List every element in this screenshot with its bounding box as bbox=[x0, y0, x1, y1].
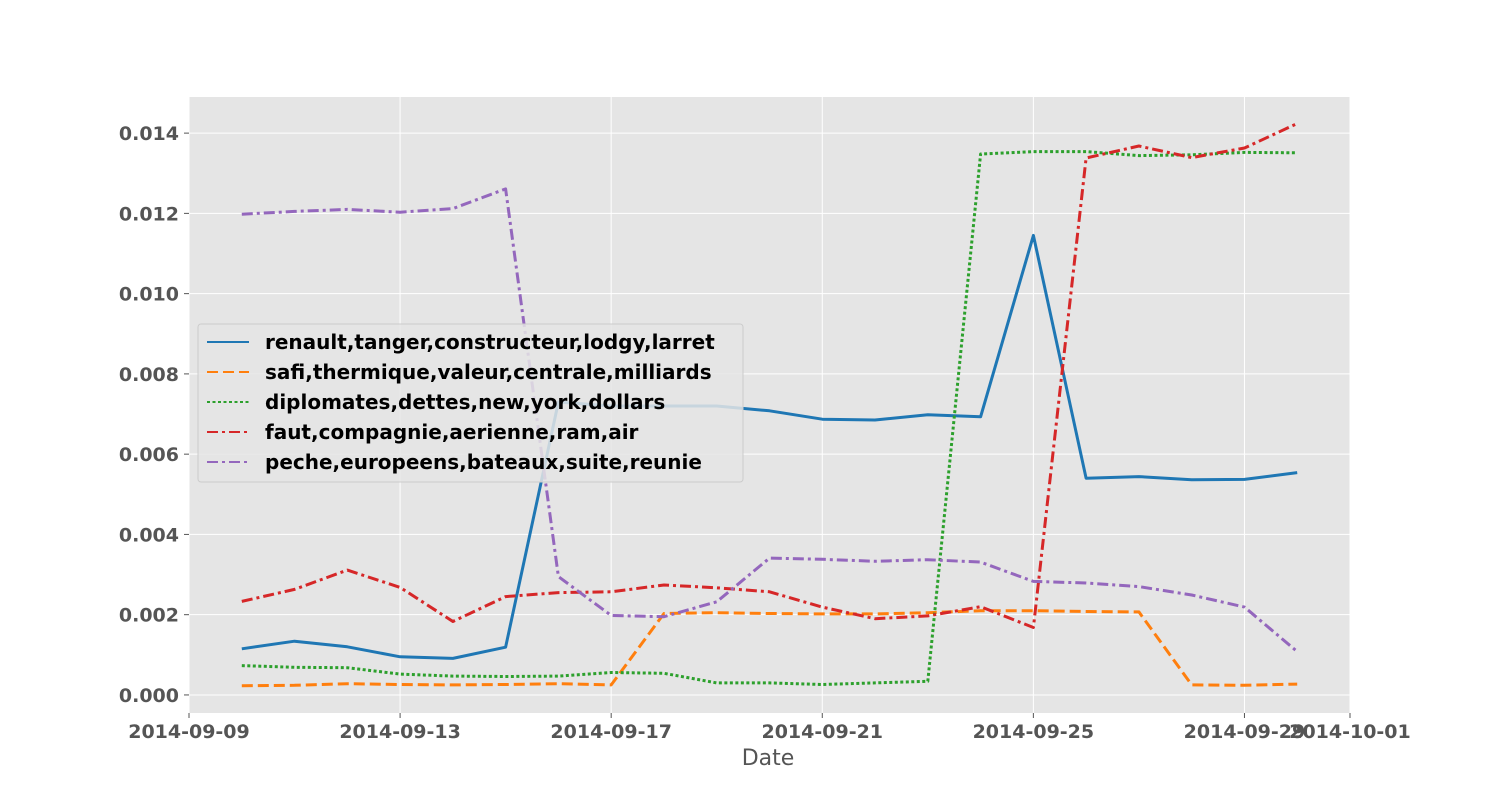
x-tick-label: 2014-10-01 bbox=[1289, 721, 1411, 743]
series-line-5 bbox=[241, 187, 1299, 653]
x-tick-label: 2014-09-29 bbox=[1184, 721, 1306, 743]
series-lines bbox=[241, 122, 1299, 688]
y-tick-label: 0.000 bbox=[119, 685, 179, 707]
series-line-1 bbox=[241, 233, 1298, 660]
legend-label-2: safi,thermique,valeur,centrale,milliards bbox=[265, 360, 712, 384]
y-tick-label: 0.006 bbox=[119, 444, 179, 466]
legend-label-3: diplomates,dettes,new,york,dollars bbox=[265, 390, 665, 414]
series-line-2 bbox=[241, 609, 1298, 688]
legend: renault,tanger,constructeur,lodgy,larret… bbox=[197, 323, 744, 483]
y-tick-label: 0.014 bbox=[119, 123, 179, 145]
y-tick-label: 0.010 bbox=[119, 284, 179, 306]
axis-ticks: 2014-09-09 2014-09-13 2014-09-17 2014-09-21… bbox=[119, 123, 1411, 743]
y-tick-label: 0.004 bbox=[119, 524, 179, 546]
x-tick-label: 2014-09-21 bbox=[761, 721, 883, 743]
series-line-4 bbox=[241, 122, 1298, 629]
y-tick-label: 0.002 bbox=[119, 605, 179, 627]
legend-box bbox=[197, 323, 744, 483]
legend-label-1: renault,tanger,constructeur,lodgy,larret bbox=[265, 330, 715, 354]
x-axis-label: Date bbox=[742, 746, 795, 771]
series-line-3 bbox=[241, 150, 1298, 686]
x-tick-label: 2014-09-25 bbox=[973, 721, 1095, 743]
y-tick-label: 0.012 bbox=[119, 203, 179, 225]
x-tick-label: 2014-09-09 bbox=[128, 721, 250, 743]
grid bbox=[188, 97, 1351, 713]
x-tick-label: 2014-09-17 bbox=[550, 721, 672, 743]
legend-label-5: peche,europeens,bateaux,suite,reunie bbox=[265, 450, 702, 474]
x-tick-label: 2014-09-13 bbox=[339, 721, 461, 743]
legend-label-4: faut,compagnie,aerienne,ram,air bbox=[265, 420, 639, 444]
y-tick-label: 0.008 bbox=[119, 364, 179, 386]
